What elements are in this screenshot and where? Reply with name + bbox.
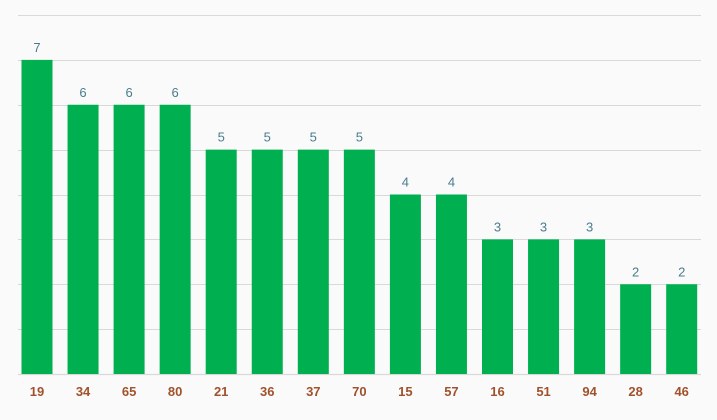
x-tick-label-37: 37 — [306, 384, 320, 399]
value-label-15: 4 — [402, 175, 409, 190]
bars — [21, 59, 698, 375]
bar-28 — [620, 284, 652, 374]
x-tick-label-80: 80 — [168, 384, 182, 399]
value-label-28: 2 — [632, 264, 639, 279]
bar-46 — [666, 284, 698, 374]
x-tick-label-46: 46 — [674, 384, 688, 399]
x-tick-label-21: 21 — [214, 384, 228, 399]
bar-34 — [67, 104, 99, 374]
value-label-36: 5 — [264, 130, 271, 145]
x-tick-label-94: 94 — [582, 384, 597, 399]
value-label-57: 4 — [448, 175, 455, 190]
bar-21 — [205, 149, 237, 375]
value-label-37: 5 — [310, 130, 317, 145]
value-labels: 7 6 6 6 5 5 5 5 4 4 3 3 3 2 2 — [33, 40, 685, 279]
bar-37 — [297, 149, 329, 375]
x-tick-labels: 19 34 65 80 21 36 37 70 15 57 16 51 94 28 46 — [30, 384, 689, 399]
value-label-21: 5 — [218, 130, 225, 145]
x-tick-label-65: 65 — [122, 384, 136, 399]
value-label-94: 3 — [586, 219, 593, 234]
value-label-51: 3 — [540, 219, 547, 234]
x-tick-label-70: 70 — [352, 384, 366, 399]
bar-94 — [574, 239, 606, 375]
bar-80 — [159, 104, 191, 374]
bar-70 — [343, 149, 375, 375]
bar-57 — [435, 194, 467, 374]
bar-15 — [389, 194, 421, 374]
x-tick-label-28: 28 — [628, 384, 642, 399]
value-label-34: 6 — [79, 85, 86, 100]
value-label-70: 5 — [356, 130, 363, 145]
value-label-16: 3 — [494, 219, 501, 234]
bar-36 — [251, 149, 283, 375]
value-label-65: 6 — [125, 85, 132, 100]
bar-51 — [528, 239, 560, 375]
x-tick-label-36: 36 — [260, 384, 274, 399]
x-tick-label-51: 51 — [536, 384, 550, 399]
x-tick-label-57: 57 — [444, 384, 458, 399]
bar-65 — [113, 104, 145, 374]
bar-19 — [21, 59, 53, 375]
value-label-46: 2 — [678, 264, 685, 279]
x-tick-label-19: 19 — [30, 384, 44, 399]
bar-16 — [482, 239, 513, 375]
value-label-19: 7 — [33, 40, 40, 55]
x-tick-label-16: 16 — [490, 384, 504, 399]
x-tick-label-34: 34 — [76, 384, 91, 399]
x-tick-label-15: 15 — [398, 384, 412, 399]
value-label-80: 6 — [172, 85, 179, 100]
